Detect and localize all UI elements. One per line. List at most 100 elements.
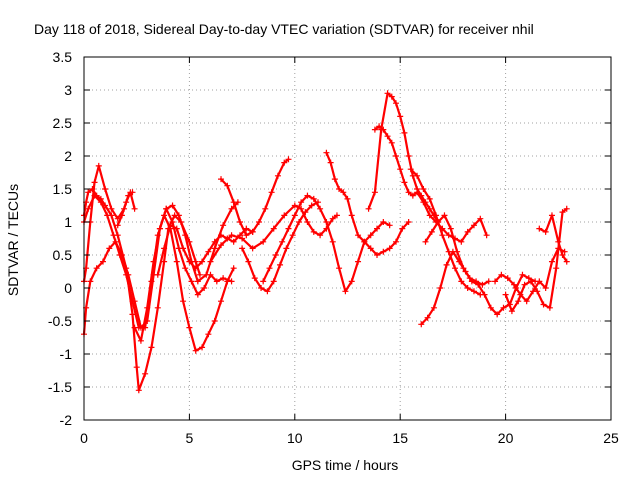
- data-point: [477, 215, 484, 222]
- data-point: [323, 219, 330, 225]
- data-point: [199, 344, 206, 351]
- data-point: [135, 387, 142, 394]
- data-point: [296, 219, 303, 225]
- data-point: [129, 311, 136, 318]
- data-point: [175, 212, 182, 219]
- y-tick-label: 1: [64, 214, 72, 230]
- data-point: [430, 304, 437, 311]
- data-point: [546, 304, 553, 311]
- data-point: [504, 275, 511, 282]
- x-tick-label: 20: [498, 430, 514, 446]
- data-point: [380, 219, 387, 225]
- data-point: [559, 209, 566, 216]
- series-sat-t: [536, 212, 570, 265]
- data-point: [420, 199, 427, 206]
- data-point: [336, 186, 343, 192]
- data-point: [483, 232, 490, 239]
- data-point: [116, 252, 123, 258]
- y-tick-label: 3: [64, 82, 72, 98]
- y-tick-label: -1: [60, 346, 73, 362]
- x-tick-label: 10: [287, 430, 303, 446]
- data-point: [548, 258, 555, 265]
- series-track: [367, 92, 440, 224]
- data-point: [384, 133, 391, 140]
- data-point: [420, 186, 427, 192]
- data-point: [380, 126, 387, 133]
- data-point: [452, 265, 459, 272]
- x-tick-label: 15: [392, 430, 408, 446]
- data-point: [548, 212, 555, 219]
- data-point: [91, 179, 98, 186]
- data-point: [527, 278, 534, 285]
- data-point: [205, 331, 212, 338]
- data-point: [91, 192, 98, 199]
- data-point: [148, 344, 155, 351]
- data-point: [169, 219, 176, 225]
- data-point: [388, 93, 395, 100]
- data-point: [154, 271, 161, 278]
- data-point: [329, 215, 336, 222]
- data-point: [87, 278, 94, 285]
- data-point: [355, 232, 362, 239]
- x-tick-label: 25: [603, 430, 619, 446]
- data-point: [270, 225, 277, 232]
- data-point: [388, 139, 395, 146]
- data-point: [437, 285, 444, 291]
- data-point: [540, 301, 547, 308]
- data-point: [205, 248, 212, 255]
- data-point: [392, 153, 399, 159]
- data-point: [435, 219, 442, 225]
- data-point: [308, 202, 315, 209]
- data-point: [236, 219, 243, 225]
- data-point: [464, 285, 471, 291]
- data-point: [93, 265, 100, 272]
- data-point: [102, 186, 109, 192]
- data-point: [260, 238, 267, 245]
- series-track: [156, 224, 254, 276]
- y-tick-label: 2: [64, 148, 72, 164]
- data-point: [274, 172, 281, 179]
- data-point: [344, 195, 351, 202]
- data-point: [199, 258, 206, 265]
- data-point: [511, 281, 518, 288]
- data-point: [207, 258, 214, 265]
- data-point: [508, 308, 515, 315]
- y-tick-label: 2.5: [53, 115, 73, 131]
- data-point: [186, 258, 193, 265]
- data-point: [458, 238, 465, 245]
- data-point: [230, 265, 237, 272]
- data-point: [218, 242, 225, 249]
- data-point: [194, 278, 201, 285]
- data-point: [260, 278, 267, 285]
- data-point: [213, 278, 220, 285]
- data-point: [355, 258, 362, 265]
- data-point: [142, 370, 149, 377]
- data-point: [243, 232, 250, 239]
- series-track: [325, 151, 410, 257]
- series-sat-q: [422, 212, 492, 288]
- data-point: [515, 298, 522, 305]
- data-point: [386, 245, 393, 252]
- y-tick-label: 0: [64, 280, 72, 296]
- data-point: [481, 291, 488, 298]
- data-point: [470, 288, 477, 295]
- data-point: [95, 162, 102, 169]
- data-point: [114, 222, 121, 229]
- data-point: [230, 199, 237, 206]
- data-point: [563, 205, 570, 212]
- data-point: [460, 265, 467, 272]
- y-tick-label: 0.5: [53, 247, 73, 263]
- data-point: [401, 129, 408, 136]
- data-point: [466, 275, 473, 282]
- data-point: [304, 219, 311, 225]
- y-tick-label: -2: [60, 412, 73, 428]
- series-sat-n: [371, 123, 490, 245]
- data-point: [439, 232, 446, 239]
- data-point: [494, 311, 501, 318]
- data-point: [266, 265, 273, 272]
- data-point: [228, 278, 235, 285]
- data-point: [447, 225, 454, 232]
- data-point: [340, 189, 347, 196]
- data-point: [317, 205, 324, 212]
- data-point: [163, 205, 170, 212]
